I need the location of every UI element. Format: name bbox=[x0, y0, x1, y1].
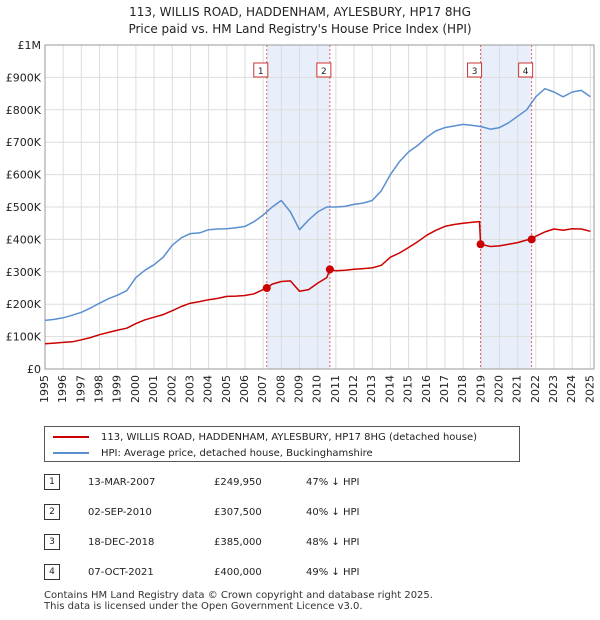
sale-number-badge: 2 bbox=[44, 504, 60, 520]
plot-frame bbox=[44, 44, 595, 370]
legend-swatch-hpi bbox=[53, 452, 89, 454]
x-tick-label: 2008 bbox=[274, 375, 287, 403]
sale-row: 4 07-OCT-2021 £400,000 49% ↓ HPI bbox=[44, 564, 424, 582]
y-tick-label: £0 bbox=[27, 363, 41, 376]
y-tick-label: £500K bbox=[6, 201, 42, 214]
chart-title-line2: Price paid vs. HM Land Registry's House … bbox=[128, 22, 472, 36]
footer-line2: This data is licensed under the Open Gov… bbox=[44, 601, 363, 612]
sale-point bbox=[325, 265, 334, 274]
y-tick-label: £300K bbox=[6, 266, 42, 279]
y-tick-label: £700K bbox=[6, 136, 42, 149]
hpi-line bbox=[44, 87, 591, 322]
sale-price: £400,000 bbox=[214, 567, 262, 578]
x-tick-label: 2020 bbox=[492, 375, 505, 403]
y-tick-label: £900K bbox=[6, 71, 42, 84]
x-tick-label: 2012 bbox=[347, 375, 360, 403]
sale-hpi-diff: 48% ↓ HPI bbox=[306, 537, 360, 548]
marker-label: 4 bbox=[523, 67, 529, 77]
y-tick-label: £600K bbox=[6, 169, 42, 182]
y-tick-label: £800K bbox=[6, 104, 42, 117]
x-tick-label: 2005 bbox=[220, 375, 233, 403]
x-tick-label: 1998 bbox=[93, 375, 106, 403]
sale-row: 1 13-MAR-2007 £249,950 47% ↓ HPI bbox=[44, 474, 424, 492]
y-tick-label: £400K bbox=[6, 233, 42, 246]
x-tick-label: 2003 bbox=[183, 375, 196, 403]
sale-number-badge: 1 bbox=[44, 474, 60, 490]
x-tick-label: 2017 bbox=[438, 375, 451, 403]
sale-price: £307,500 bbox=[214, 507, 262, 518]
x-tick-label: 2025 bbox=[583, 375, 596, 403]
legend-item-hpi: HPI: Average price, detached house, Buck… bbox=[53, 446, 373, 460]
sale-date: 18-DEC-2018 bbox=[88, 537, 155, 548]
property-price-line bbox=[44, 220, 591, 345]
chart-title: 113, WILLIS ROAD, HADDENHAM, AYLESBURY, … bbox=[0, 4, 600, 38]
x-tick-label: 2024 bbox=[565, 375, 578, 403]
x-tick-label: 2018 bbox=[456, 375, 469, 403]
sale-point bbox=[527, 235, 536, 244]
x-tick-label: 1997 bbox=[74, 375, 87, 403]
footer-attribution: Contains HM Land Registry data © Crown c… bbox=[44, 590, 433, 612]
footer-line1: Contains HM Land Registry data © Crown c… bbox=[44, 590, 433, 601]
sale-date: 13-MAR-2007 bbox=[88, 477, 156, 488]
chart-title-line1: 113, WILLIS ROAD, HADDENHAM, AYLESBURY, … bbox=[129, 5, 471, 19]
legend-label-hpi: HPI: Average price, detached house, Buck… bbox=[101, 447, 373, 459]
x-tick-label: 2011 bbox=[329, 375, 342, 403]
y-tick-label: £200K bbox=[6, 298, 42, 311]
y-tick-label: £1M bbox=[18, 39, 42, 52]
legend-item-property: 113, WILLIS ROAD, HADDENHAM, AYLESBURY, … bbox=[53, 430, 477, 444]
legend-label-property: 113, WILLIS ROAD, HADDENHAM, AYLESBURY, … bbox=[101, 431, 477, 443]
x-tick-label: 2021 bbox=[511, 375, 524, 403]
x-tick-label: 1995 bbox=[38, 375, 51, 403]
marker-label-box bbox=[518, 62, 534, 78]
sale-point bbox=[476, 240, 485, 249]
sale-date: 02-SEP-2010 bbox=[88, 507, 152, 518]
sale-number-badge: 4 bbox=[44, 564, 60, 580]
sale-hpi-diff: 40% ↓ HPI bbox=[306, 507, 360, 518]
legend-swatch-property bbox=[53, 436, 89, 438]
x-tick-label: 2002 bbox=[165, 375, 178, 403]
x-tick-label: 1996 bbox=[56, 375, 69, 403]
sale-row: 3 18-DEC-2018 £385,000 48% ↓ HPI bbox=[44, 534, 424, 552]
x-tick-label: 2019 bbox=[474, 375, 487, 403]
x-tick-label: 2004 bbox=[202, 375, 215, 403]
x-tick-label: 2001 bbox=[147, 375, 160, 403]
x-tick-label: 2010 bbox=[311, 375, 324, 403]
marker-label: 2 bbox=[321, 67, 327, 77]
marker-label-box bbox=[316, 62, 332, 78]
sale-price: £385,000 bbox=[214, 537, 262, 548]
x-tick-label: 2006 bbox=[238, 375, 251, 403]
sale-hpi-diff: 47% ↓ HPI bbox=[306, 477, 360, 488]
x-tick-label: 2014 bbox=[383, 375, 396, 403]
x-tick-label: 2023 bbox=[547, 375, 560, 403]
x-tick-label: 1999 bbox=[111, 375, 124, 403]
marker-label: 3 bbox=[472, 67, 478, 77]
sale-point bbox=[262, 284, 271, 293]
x-tick-label: 2015 bbox=[402, 375, 415, 403]
sale-row: 2 02-SEP-2010 £307,500 40% ↓ HPI bbox=[44, 504, 424, 522]
x-tick-label: 2000 bbox=[129, 375, 142, 403]
x-tick-label: 2007 bbox=[256, 375, 269, 403]
price-chart: £0 £100K £200K £300K £400K £500K £600K £700K £80… bbox=[6, 39, 597, 403]
sale-price: £249,950 bbox=[214, 477, 262, 488]
marker-label-box bbox=[253, 62, 269, 78]
x-tick-label: 2022 bbox=[529, 375, 542, 403]
x-tick-label: 2016 bbox=[420, 375, 433, 403]
sale-date: 07-OCT-2021 bbox=[88, 567, 154, 578]
marker-label: 1 bbox=[258, 67, 264, 77]
x-tick-label: 2013 bbox=[365, 375, 378, 403]
sale-hpi-diff: 49% ↓ HPI bbox=[306, 567, 360, 578]
x-tick-label: 2009 bbox=[293, 375, 306, 403]
y-tick-label: £100K bbox=[6, 331, 42, 344]
marker-label-box bbox=[467, 62, 483, 78]
chart-legend: 113, WILLIS ROAD, HADDENHAM, AYLESBURY, … bbox=[44, 426, 520, 462]
sale-number-badge: 3 bbox=[44, 534, 60, 550]
